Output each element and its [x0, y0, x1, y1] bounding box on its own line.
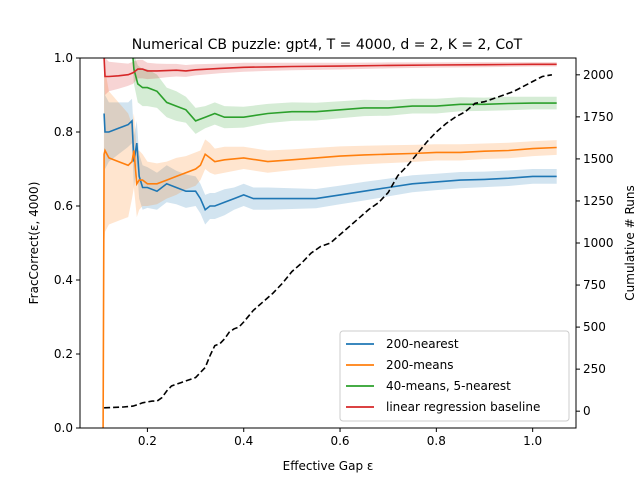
y2-tick-label: 1750: [583, 110, 614, 124]
chart-title: Numerical CB puzzle: gpt4, T = 4000, d =…: [132, 37, 523, 53]
series-line-200-nearest: [103, 113, 557, 211]
y-tick-label: 0.0: [54, 421, 73, 435]
band-linear-regression-baseline: [104, 58, 557, 95]
legend-label-40-means-5-nearest: 40-means, 5-nearest: [386, 379, 511, 393]
series-lines: [102, 58, 557, 428]
band-200-nearest: [104, 76, 557, 225]
series-line-40-means-5-nearest: [132, 58, 557, 122]
y-axis-right: 0 250 500 750 1000 1250 1500 1750 2000: [576, 68, 614, 418]
y2-tick-label: 1000: [583, 236, 614, 250]
y-tick-label: 0.2: [54, 347, 73, 361]
series-line-linear-regression-baseline: [103, 58, 557, 78]
y2-tick-label: 750: [583, 278, 606, 292]
x-axis: 0.2 0.4 0.6 0.8 1.0: [138, 428, 542, 448]
x-tick-label: 0.4: [234, 434, 253, 448]
x-axis-label: Effective Gap ε: [283, 459, 374, 473]
x-tick-label: 1.0: [523, 434, 542, 448]
band-40-means-5-nearest: [133, 58, 557, 134]
y-tick-label: 1.0: [54, 51, 73, 65]
band-200-means: [103, 61, 557, 428]
y-tick-label: 0.8: [54, 125, 73, 139]
legend-box: [339, 330, 570, 422]
y2-tick-label: 0: [583, 404, 591, 418]
cumulative-runs-line: [104, 74, 553, 409]
legend: 200-nearest 200-means 40-means, 5-nearest l…: [339, 330, 570, 422]
legend-label-linear-regression-baseline: linear regression baseline: [386, 400, 540, 414]
y-tick-label: 0.6: [54, 199, 73, 213]
y-tick-label: 0.4: [54, 273, 73, 287]
cumulative-runs-line-group: [104, 74, 553, 409]
y2-tick-label: 250: [583, 362, 606, 376]
legend-label-200-nearest: 200-nearest: [386, 337, 459, 351]
y-axis-label: FracCorrect(ε, 4000): [27, 182, 41, 305]
y2-tick-label: 2000: [583, 68, 614, 82]
x-tick-label: 0.2: [138, 434, 157, 448]
series-line-200-means: [102, 146, 557, 428]
y-axis-left: 0.0 0.2 0.4 0.6 0.8 1.0: [54, 51, 80, 435]
x-tick-label: 0.8: [427, 434, 446, 448]
legend-label-200-means: 200-means: [386, 358, 454, 372]
y2-axis-label: Cumulative # Runs: [623, 185, 637, 300]
x-tick-label: 0.6: [330, 434, 349, 448]
confidence-bands: [103, 58, 557, 428]
y2-tick-label: 500: [583, 320, 606, 334]
y2-tick-label: 1250: [583, 194, 614, 208]
y2-tick-label: 1500: [583, 152, 614, 166]
